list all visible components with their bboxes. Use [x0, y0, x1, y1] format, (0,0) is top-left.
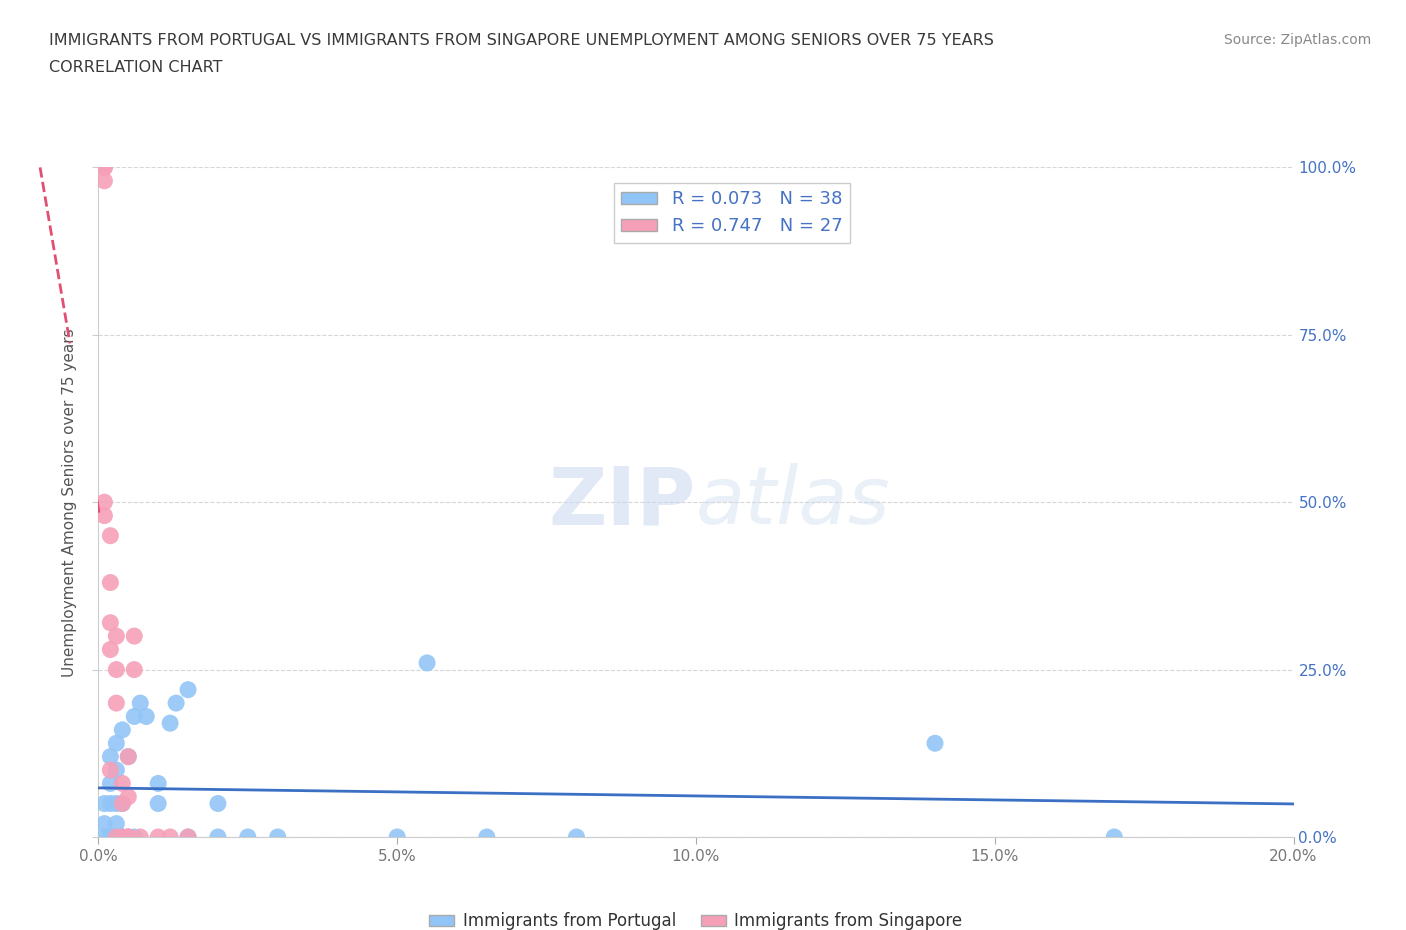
- Point: [236, 830, 259, 844]
- Text: ZIP: ZIP: [548, 463, 696, 541]
- Point: [565, 830, 588, 844]
- Point: [207, 830, 229, 844]
- Point: [93, 495, 115, 510]
- Point: [207, 796, 229, 811]
- Point: [111, 796, 134, 811]
- Point: [93, 830, 115, 844]
- Point: [129, 830, 152, 844]
- Point: [416, 656, 439, 671]
- Point: [100, 776, 122, 790]
- Point: [100, 575, 122, 590]
- Point: [117, 830, 139, 844]
- Point: [105, 696, 128, 711]
- Point: [117, 750, 139, 764]
- Point: [124, 629, 146, 644]
- Point: [100, 642, 122, 657]
- Point: [105, 796, 128, 811]
- Point: [105, 830, 128, 844]
- Point: [111, 830, 134, 844]
- Text: IMMIGRANTS FROM PORTUGAL VS IMMIGRANTS FROM SINGAPORE UNEMPLOYMENT AMONG SENIORS: IMMIGRANTS FROM PORTUGAL VS IMMIGRANTS F…: [49, 33, 994, 47]
- Point: [148, 776, 170, 790]
- Point: [159, 716, 181, 731]
- Point: [111, 776, 134, 790]
- Point: [148, 796, 170, 811]
- Point: [129, 696, 152, 711]
- Point: [100, 750, 122, 764]
- Point: [267, 830, 290, 844]
- Point: [117, 830, 139, 844]
- Point: [924, 736, 946, 751]
- Text: Source: ZipAtlas.com: Source: ZipAtlas.com: [1223, 33, 1371, 46]
- Point: [124, 709, 146, 724]
- Legend: Immigrants from Portugal, Immigrants from Singapore: Immigrants from Portugal, Immigrants fro…: [423, 906, 969, 930]
- Point: [117, 790, 139, 804]
- Point: [105, 817, 128, 831]
- Point: [93, 160, 115, 175]
- Point: [93, 796, 115, 811]
- Point: [124, 662, 146, 677]
- Point: [177, 830, 200, 844]
- Point: [93, 817, 115, 831]
- Point: [148, 830, 170, 844]
- Y-axis label: Unemployment Among Seniors over 75 years: Unemployment Among Seniors over 75 years: [62, 328, 77, 676]
- Point: [177, 830, 200, 844]
- Point: [1104, 830, 1126, 844]
- Point: [111, 723, 134, 737]
- Point: [100, 830, 122, 844]
- Point: [93, 160, 115, 175]
- Point: [111, 830, 134, 844]
- Point: [111, 796, 134, 811]
- Point: [385, 830, 409, 844]
- Point: [124, 830, 146, 844]
- Text: atlas: atlas: [696, 463, 891, 541]
- Point: [177, 683, 200, 698]
- Point: [105, 662, 128, 677]
- Point: [135, 709, 157, 724]
- Point: [93, 173, 115, 188]
- Point: [105, 830, 128, 844]
- Point: [159, 830, 181, 844]
- Point: [105, 763, 128, 777]
- Point: [100, 763, 122, 777]
- Text: CORRELATION CHART: CORRELATION CHART: [49, 60, 222, 75]
- Point: [117, 830, 139, 844]
- Point: [475, 830, 498, 844]
- Point: [100, 528, 122, 543]
- Point: [100, 616, 122, 631]
- Point: [117, 750, 139, 764]
- Point: [105, 629, 128, 644]
- Point: [165, 696, 187, 711]
- Point: [100, 796, 122, 811]
- Point: [93, 508, 115, 523]
- Point: [100, 830, 122, 844]
- Point: [105, 736, 128, 751]
